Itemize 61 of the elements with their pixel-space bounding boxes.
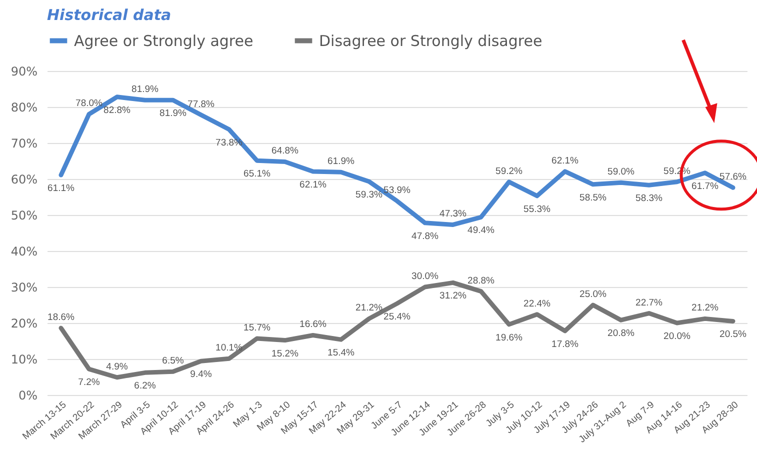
- data-label: 57.6%: [720, 172, 748, 183]
- data-label: 25.0%: [580, 289, 608, 300]
- data-label: 49.4%: [468, 225, 496, 236]
- data-label: 61.7%: [692, 180, 720, 192]
- y-tick-label: 90%: [10, 64, 38, 78]
- data-label: 61.1%: [48, 183, 76, 194]
- data-label: 22.4%: [524, 298, 552, 310]
- data-label: 10.1%: [216, 342, 244, 354]
- data-label: 6.2%: [134, 380, 156, 392]
- data-label: 15.7%: [244, 322, 272, 334]
- data-label: 15.2%: [272, 348, 300, 360]
- data-label: 18.6%: [48, 312, 76, 324]
- data-label: 20.5%: [720, 329, 748, 340]
- y-tick-label: 50%: [10, 208, 38, 222]
- data-label: 81.9%: [132, 84, 160, 96]
- data-label: 15.4%: [328, 348, 356, 359]
- y-tick-label: 10%: [10, 352, 38, 366]
- data-label: 22.7%: [636, 297, 664, 308]
- data-label: 77.8%: [188, 98, 216, 110]
- data-label: 9.4%: [190, 369, 212, 380]
- data-label: 55.3%: [524, 204, 552, 215]
- data-label: 6.5%: [162, 356, 184, 367]
- data-label: 30.0%: [412, 271, 440, 282]
- data-label: 61.9%: [328, 156, 356, 168]
- data-label: 21.2%: [356, 302, 384, 314]
- data-label: 31.2%: [440, 290, 468, 302]
- y-tick-label: 30%: [10, 280, 38, 294]
- data-label: 65.1%: [244, 168, 272, 180]
- y-tick-label: 40%: [10, 244, 38, 258]
- data-label: 21.2%: [692, 302, 720, 314]
- data-label: 81.9%: [160, 108, 188, 120]
- chart-title: Historical data: [47, 6, 172, 24]
- data-label: 58.3%: [636, 193, 664, 204]
- legend-label: Agree or Strongly agree: [74, 32, 254, 50]
- data-label: 47.8%: [412, 230, 440, 242]
- data-label: 82.8%: [104, 104, 132, 116]
- data-label: 20.8%: [608, 328, 636, 340]
- data-label: 53.9%: [384, 184, 412, 196]
- legend-label: Disagree or Strongly disagree: [319, 32, 542, 50]
- data-label: 16.6%: [300, 319, 328, 330]
- data-label: 47.3%: [440, 208, 468, 220]
- data-label: 64.8%: [272, 146, 300, 157]
- data-label: 28.8%: [468, 275, 496, 286]
- y-tick-label: 60%: [10, 172, 38, 186]
- data-label: 59.3%: [356, 190, 384, 201]
- data-label: 62.1%: [300, 179, 328, 190]
- y-tick-label: 20%: [10, 316, 38, 330]
- data-label: 17.8%: [552, 338, 580, 350]
- data-label: 59.0%: [608, 166, 636, 178]
- data-label: 59.2%: [496, 166, 524, 177]
- y-tick-label: 70%: [10, 136, 38, 150]
- data-label: 20.0%: [664, 331, 692, 342]
- data-label: 7.2%: [78, 377, 100, 388]
- data-label: 58.5%: [580, 192, 608, 204]
- data-label: 19.6%: [496, 332, 524, 344]
- data-label: 4.9%: [106, 361, 128, 372]
- data-label: 25.4%: [384, 312, 412, 323]
- data-label: 78.0%: [76, 98, 104, 110]
- y-tick-label: 0%: [18, 388, 38, 402]
- data-label: 62.1%: [552, 155, 580, 166]
- y-tick-label: 80%: [10, 100, 38, 114]
